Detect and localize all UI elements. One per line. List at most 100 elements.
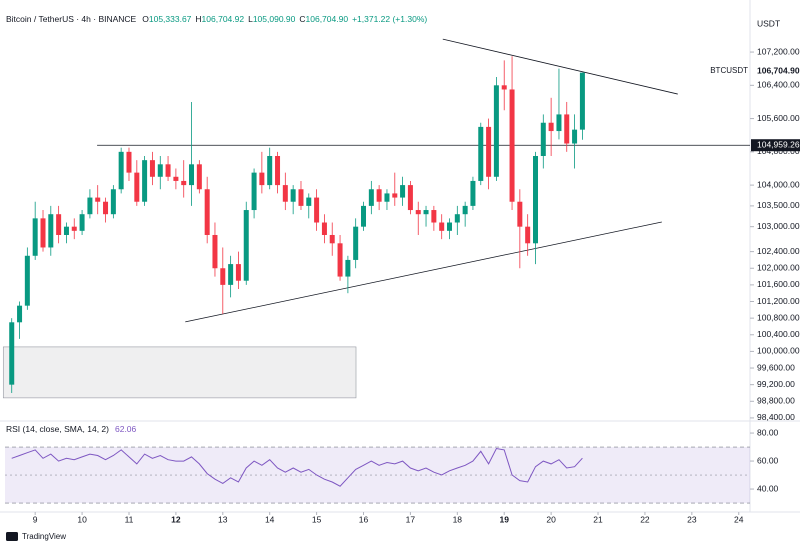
rsi-name: RSI (14, close, SMA, 14, 2) (6, 424, 109, 434)
candle-body (87, 197, 93, 215)
rsi-tick-label: 40.00 (757, 483, 779, 493)
candle-body (572, 129, 578, 144)
x-tick-label: 21 (593, 514, 603, 524)
x-tick-label: 16 (359, 514, 369, 524)
candle-body (63, 226, 69, 235)
candle-body (220, 268, 226, 285)
ohlc-name: C (299, 14, 305, 24)
candle-body (165, 164, 171, 177)
candle-body (407, 185, 413, 211)
candle-body (493, 85, 499, 177)
rsi-tick-label: 80.00 (757, 427, 779, 437)
ohlc-name: O (142, 14, 149, 24)
x-tick-label: 19 (499, 514, 509, 524)
y-tick-label: 100,000.00 (757, 346, 800, 356)
candle-body (564, 114, 570, 144)
candle-body (306, 197, 312, 206)
candle-body (126, 151, 132, 173)
candle-body (134, 172, 140, 202)
rsi-value: 62.06 (115, 424, 137, 434)
candle-body (345, 259, 351, 277)
candle-body (400, 185, 406, 198)
candle-body (71, 226, 77, 231)
candle-body (157, 164, 163, 177)
candle-body (173, 176, 179, 181)
candle-body (142, 160, 148, 202)
candle-body (337, 243, 343, 277)
change-label: +1,371.22 (+1.30%) (352, 14, 427, 24)
candle-body (189, 164, 195, 186)
y-tick-label: 105,600.00 (757, 113, 800, 123)
candle-body (384, 193, 390, 202)
candle-body (548, 122, 554, 132)
y-tick-label: 102,400.00 (757, 246, 800, 256)
currency-label: USDT (757, 18, 780, 28)
ohlc-value: 105,090.90 (253, 14, 296, 24)
candle-body (298, 189, 304, 206)
x-tick-label: 12 (171, 514, 181, 524)
x-tick-label: 11 (125, 514, 134, 524)
candle-body (556, 114, 562, 132)
candle-body (196, 164, 202, 190)
candle-body (314, 197, 320, 223)
candle-body (149, 160, 155, 177)
candle-body (212, 234, 218, 269)
price-tag-label: 104,959.26 (757, 139, 800, 149)
candle-body (32, 218, 38, 256)
x-tick-label: 17 (406, 514, 416, 524)
ohlc-value: 106,704.92 (202, 14, 245, 24)
symbol-title: Bitcoin / TetherUS · 4h · BINANCE (6, 14, 137, 24)
x-tick-label: 24 (734, 514, 744, 524)
candle-body (525, 226, 531, 244)
candle-body (446, 222, 452, 231)
x-tick-label: 15 (312, 514, 322, 524)
rsi-line (11, 447, 583, 487)
candle-body (228, 264, 234, 285)
candle-body (415, 210, 421, 215)
price-tag (751, 139, 800, 152)
candle-body (470, 180, 476, 206)
candle-body (110, 189, 116, 215)
y-tick-label: 101,600.00 (757, 279, 800, 289)
candle-body (540, 122, 546, 156)
x-tick-label: 9 (33, 514, 38, 524)
candle-body (118, 151, 124, 190)
candle-body (251, 172, 257, 211)
y-tick-label: 100,400.00 (757, 329, 800, 339)
y-tick-label: 100,800.00 (757, 312, 800, 322)
candle-body (478, 126, 484, 181)
y-tick-label: 98,400.00 (757, 412, 795, 422)
ohlc-name: L (248, 14, 253, 24)
y-tick-label: 103,000.00 (757, 221, 800, 231)
footer: TradingView (22, 532, 66, 541)
y-tick-label: 107,200.00 (757, 46, 800, 56)
header: Bitcoin / TetherUS · 4h · BINANCE O105,33… (6, 14, 427, 24)
candle-body (275, 155, 281, 186)
candle-body (509, 89, 515, 202)
candle-body (517, 201, 523, 227)
y-tick-label: 98,800.00 (757, 396, 795, 406)
rectangle-zone (2, 346, 357, 399)
candle-body (533, 155, 539, 244)
y-tick-label: 104,000.00 (757, 179, 800, 189)
candle-body (486, 126, 492, 177)
x-tick-label: 23 (687, 514, 697, 524)
candle-body (439, 222, 445, 231)
candle-body (243, 210, 249, 281)
candle-body (329, 234, 335, 244)
x-tick-label: 22 (640, 514, 650, 524)
y-tick-label: 102,000.00 (757, 262, 800, 272)
y-tick-label: 106,400.00 (757, 80, 800, 90)
candle-body (235, 264, 241, 281)
header-line: Bitcoin / TetherUS · 4h · BINANCE O105,33… (6, 14, 427, 24)
candle-body (290, 189, 296, 202)
x-tick-label: 20 (546, 514, 556, 524)
candle-body (353, 226, 359, 260)
y-tick-label: 103,500.00 (757, 200, 800, 210)
candle-body (376, 189, 382, 202)
x-tick-label: 14 (265, 514, 275, 524)
x-tick-label: 10 (77, 514, 87, 524)
candle-body (9, 322, 15, 385)
rsi-tick-label: 60.00 (757, 455, 779, 465)
